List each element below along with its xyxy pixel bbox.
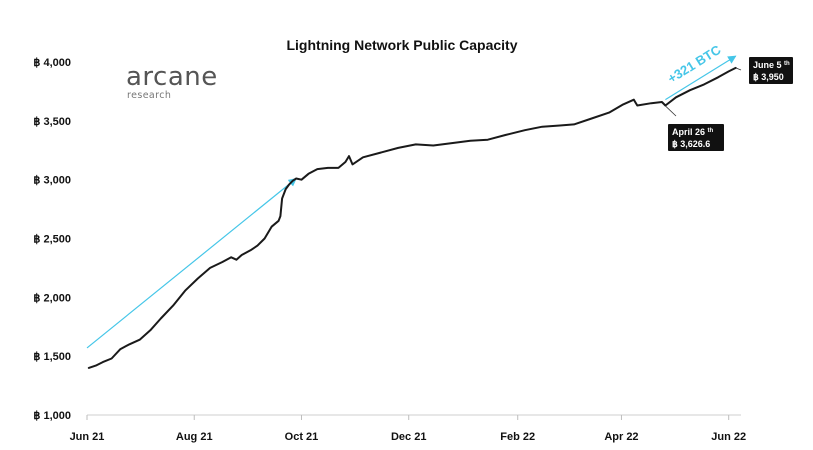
y-tick-label: ฿ 3,500: [33, 116, 71, 128]
x-tick-label: Oct 21: [285, 431, 319, 443]
annotation-box: [668, 124, 724, 151]
x-axis: Jun 21 Aug 21 Oct 21 Dec 21 Feb 22 Apr 22 Jun …: [70, 414, 746, 443]
trend-arrow: [665, 55, 737, 101]
x-tick-label: Feb 22: [500, 431, 535, 443]
x-tick-label: Jun 22: [711, 431, 746, 443]
annotation-box: [749, 57, 793, 84]
annotation-date: April 26 th: [672, 127, 714, 137]
y-tick-label: ฿ 3,000: [33, 175, 71, 187]
x-tick-label: Jun 21: [70, 431, 105, 443]
y-tick-label: ฿ 2,000: [33, 292, 71, 304]
y-axis: ฿ 1,000 ฿ 1,500 ฿ 2,000 ฿ 2,500 ฿ 3,000 ฿ 3,5…: [33, 57, 71, 422]
y-tick-label: ฿ 1,000: [33, 410, 71, 422]
annotation-date: June 5 th: [753, 60, 790, 70]
y-tick-label: ฿ 1,500: [33, 351, 71, 363]
series-layer: [87, 66, 737, 369]
logo-wordmark: arcane: [126, 62, 218, 92]
capacity-line: [87, 66, 737, 369]
trend-arrow: [86, 177, 297, 349]
annotation-value: ฿ 3,626.6: [672, 139, 710, 149]
annotation-leader: [735, 67, 742, 71]
x-tick-label: Dec 21: [391, 431, 426, 443]
annotation-value: ฿ 3,950: [753, 72, 784, 82]
logo-tagline: research: [127, 90, 171, 101]
logo: arcane research: [126, 62, 218, 101]
y-tick-label: ฿ 2,500: [33, 234, 71, 246]
x-tick-label: Apr 22: [604, 431, 638, 443]
chart-title: Lightning Network Public Capacity: [286, 37, 517, 53]
x-tick-label: Aug 21: [176, 431, 213, 443]
y-tick-label: ฿ 4,000: [33, 57, 71, 69]
annotation-layer: April 26 th ฿ 3,626.6 June 5 th ฿ 3,950: [665, 57, 793, 151]
annotation-leader: [665, 105, 677, 117]
